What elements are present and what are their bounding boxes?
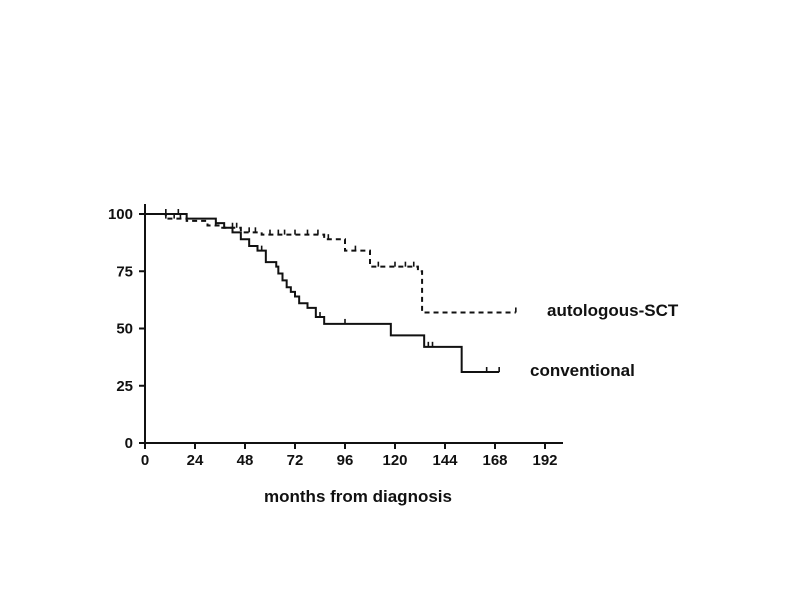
x-tick-label: 192	[532, 452, 557, 469]
series-label-autologous-sct: autologous-SCT	[547, 301, 679, 320]
x-tick-label: 48	[237, 452, 254, 469]
label-layer: months from diagnosis autologous-SCT con…	[264, 301, 679, 506]
x-tick-label: 96	[337, 452, 354, 469]
x-tick-label: 72	[287, 452, 304, 469]
x-axis-title: months from diagnosis	[264, 487, 452, 506]
y-tick-label: 100	[108, 206, 133, 223]
series-line-conventional	[145, 213, 500, 374]
x-tick-label: 120	[382, 452, 407, 469]
y-tick-label: 50	[116, 321, 133, 338]
series-layer	[145, 209, 517, 374]
x-tick-label: 144	[432, 452, 458, 469]
series-line-autologous-sct	[145, 213, 516, 314]
series-label-conventional: conventional	[530, 361, 635, 380]
axes: 0 24 48 72 96 120 144 168 192 0 25 50 75 100	[108, 204, 563, 469]
y-tick-label: 75	[116, 263, 133, 280]
x-tick-label: 24	[187, 452, 204, 469]
y-tick-label: 25	[116, 378, 133, 395]
y-tick-label: 0	[125, 435, 133, 452]
x-tick-label: 0	[141, 452, 149, 469]
x-tick-label: 168	[482, 452, 507, 469]
